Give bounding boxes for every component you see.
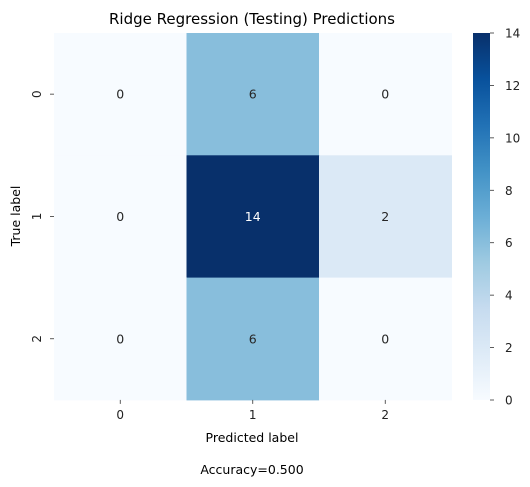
heatmap-cell — [186, 33, 320, 156]
heatmap-cell — [54, 277, 187, 401]
cell-value-label: 0 — [381, 331, 389, 346]
heatmap-cell-labels: 0 6 0 0 14 2 0 6 0 — [116, 87, 389, 347]
heatmap-cell — [186, 155, 320, 279]
heatmap-cell — [54, 33, 187, 156]
colorbar-tick-label: 8 — [505, 184, 513, 198]
cell-value-label: 2 — [381, 209, 389, 224]
heatmap-cells — [54, 33, 452, 401]
cell-value-label: 0 — [116, 209, 124, 224]
colorbar-tick-label: 12 — [505, 79, 520, 93]
cell-value-label: 14 — [245, 209, 261, 224]
heatmap-cell — [319, 155, 452, 279]
x-tick-label: 2 — [381, 408, 389, 422]
x-tick-label: 1 — [249, 408, 257, 422]
colorbar-tick-label: 14 — [505, 27, 520, 41]
x-tick-label: 0 — [116, 408, 124, 422]
chart-title: Ridge Regression (Testing) Predictions — [109, 10, 395, 28]
y-tick-label: 2 — [30, 335, 44, 343]
y-axis-label: True label — [8, 186, 23, 248]
colorbar-tick-label: 0 — [505, 394, 513, 408]
y-tick-label: 1 — [30, 213, 44, 221]
y-axis-ticks: 0 1 2 — [30, 90, 54, 343]
cell-value-label: 0 — [381, 87, 389, 102]
heatmap-cell — [54, 155, 187, 279]
cell-value-label: 0 — [116, 87, 124, 102]
cell-value-label: 6 — [249, 87, 257, 102]
colorbar — [473, 33, 490, 400]
heatmap-cell — [319, 277, 452, 401]
x-axis-label: Predicted label — [206, 430, 299, 445]
heatmap-cell — [319, 33, 452, 156]
heatmap-cell — [186, 277, 320, 401]
x-axis-ticks: 0 1 2 — [116, 399, 389, 422]
cell-value-label: 6 — [249, 331, 257, 346]
colorbar-tick-label: 2 — [505, 341, 513, 355]
colorbar-tick-label: 4 — [505, 289, 513, 303]
colorbar-ticks: 0 2 4 6 8 10 12 14 — [490, 27, 520, 408]
cell-value-label: 0 — [116, 331, 124, 346]
accuracy-footer: Accuracy=0.500 — [200, 462, 303, 477]
y-tick-label: 0 — [30, 90, 44, 98]
colorbar-tick-label: 10 — [505, 131, 520, 145]
colorbar-tick-label: 6 — [505, 236, 513, 250]
